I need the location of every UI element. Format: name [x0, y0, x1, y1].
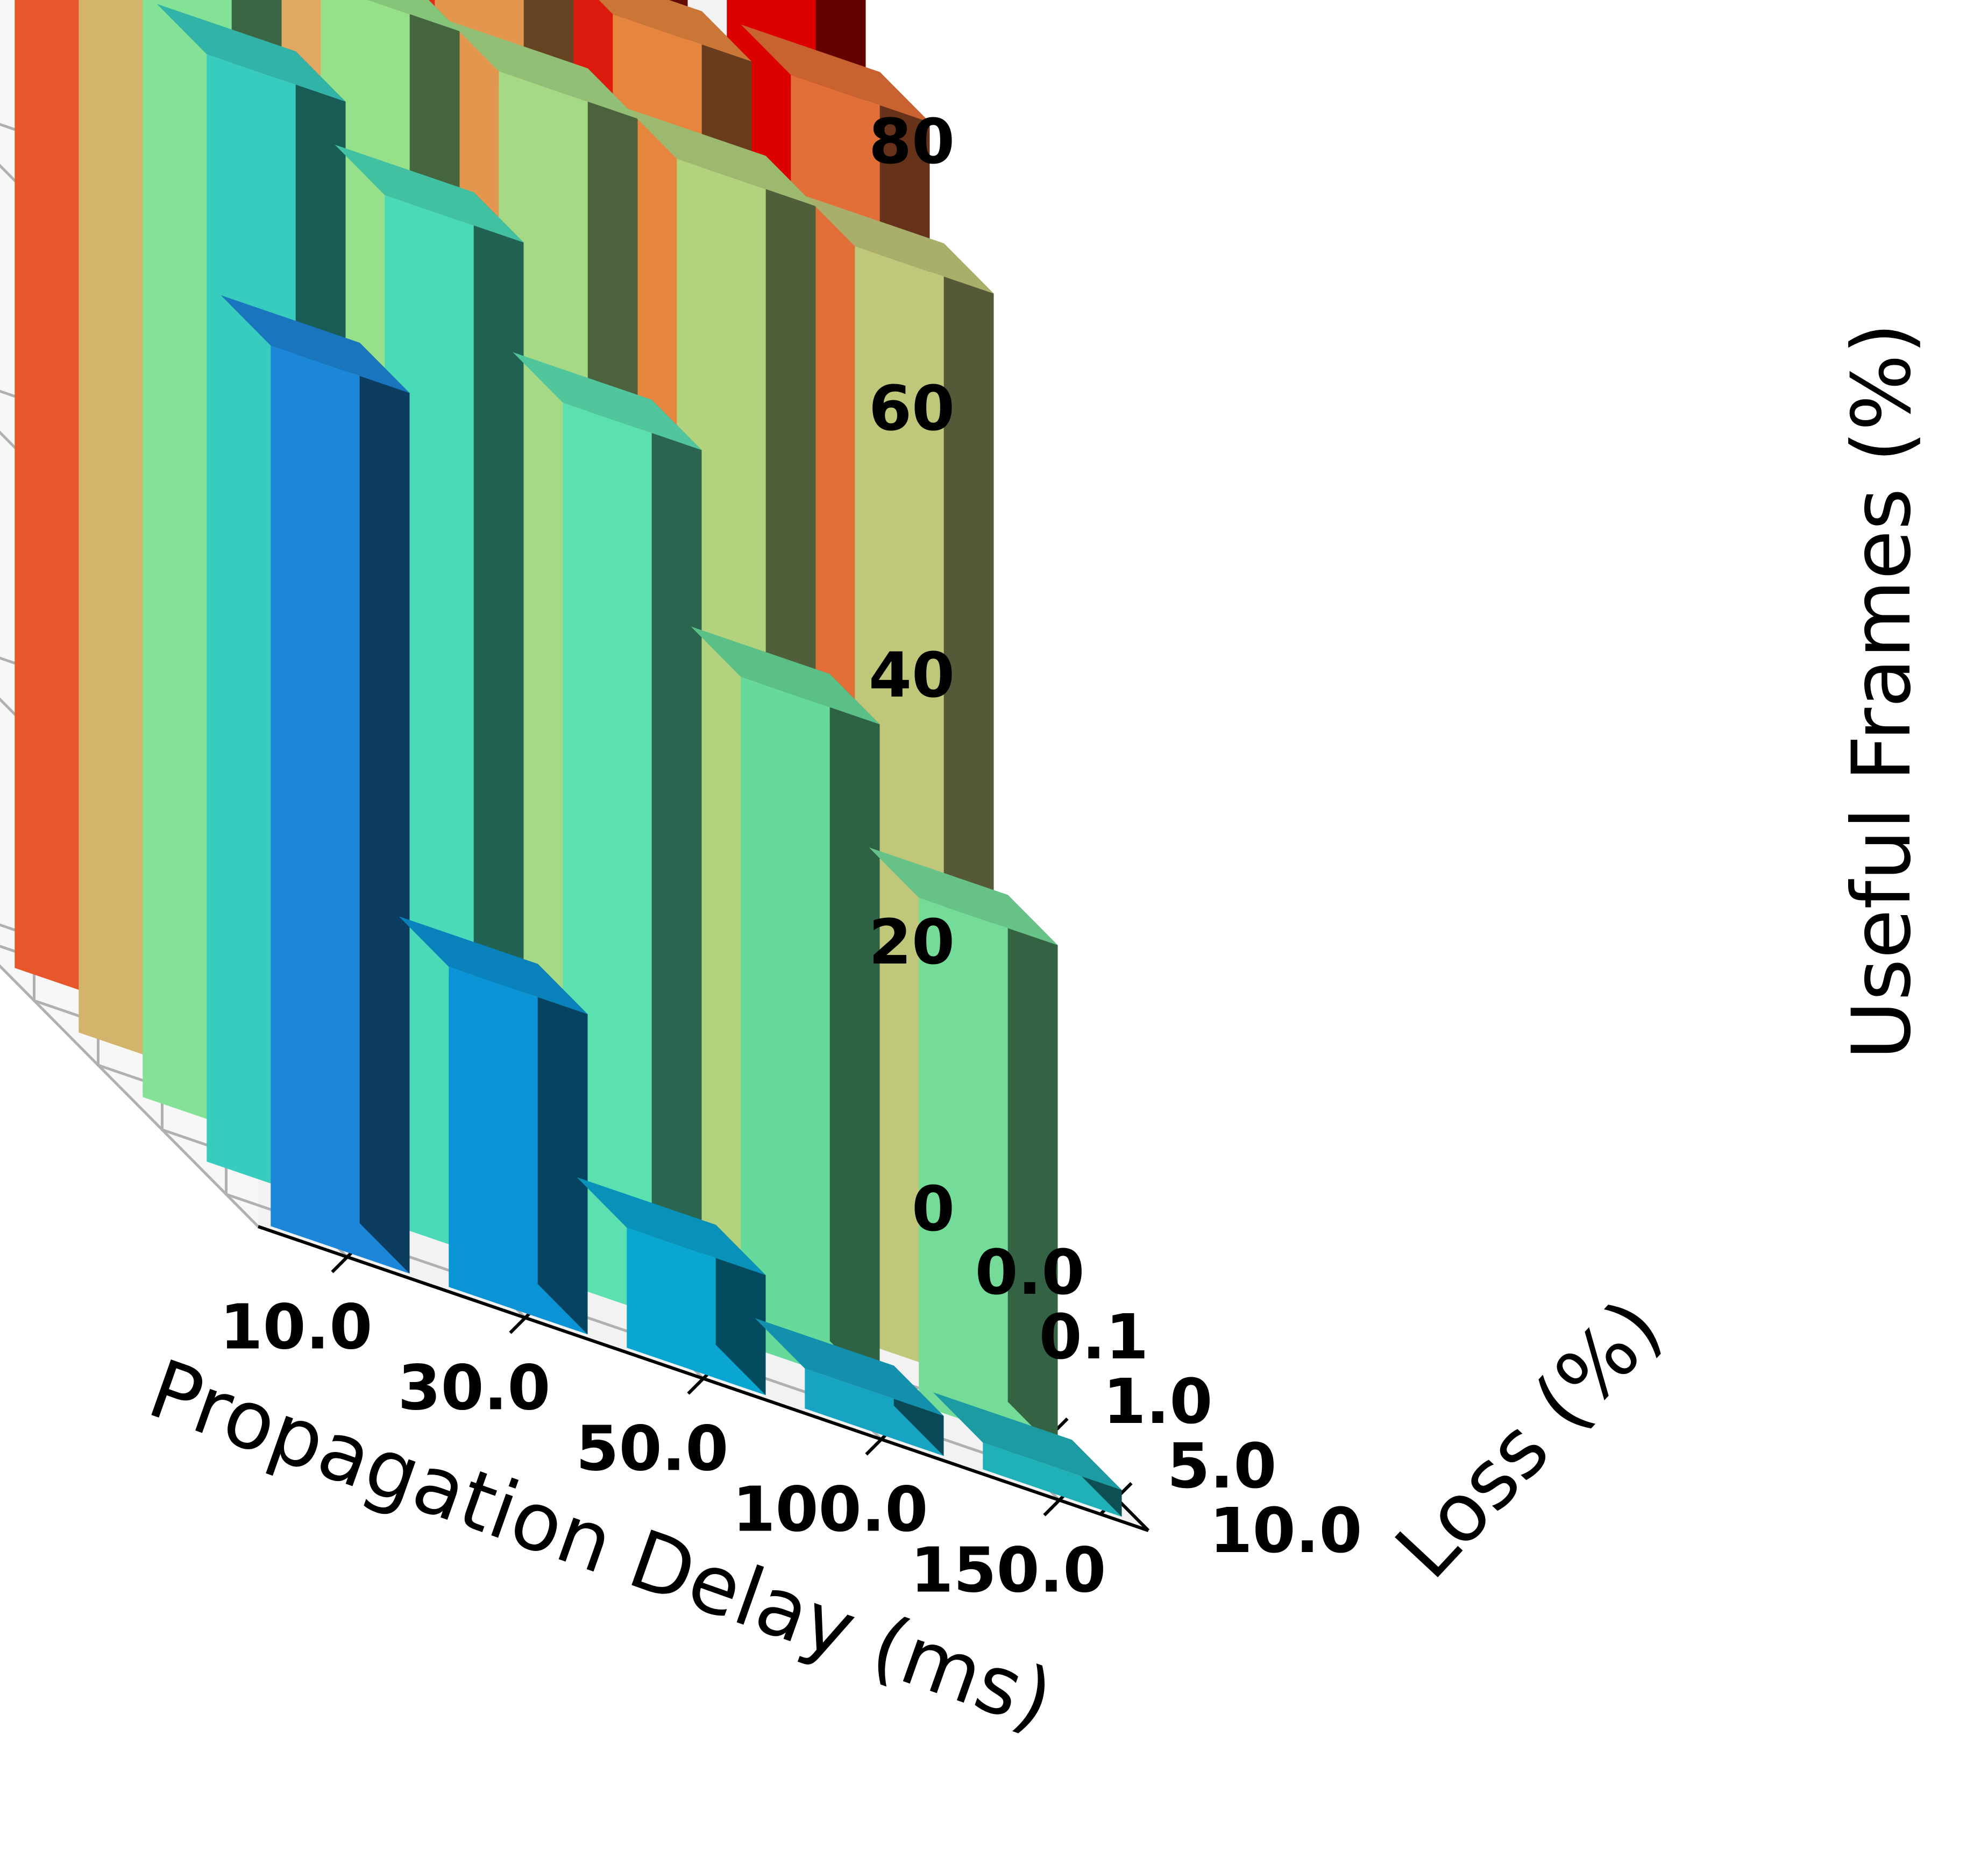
- bar-top-face: [627, 108, 816, 207]
- bar-top-face: [221, 295, 410, 393]
- bar: [933, 1392, 1122, 1517]
- bar: [221, 295, 410, 1274]
- bar-top-face: [741, 24, 930, 123]
- bar-top-face: [399, 916, 588, 1015]
- x-tick-label: 150.0: [911, 1535, 1106, 1607]
- bar-top-face: [513, 352, 702, 450]
- bar: [577, 1177, 766, 1395]
- y-tick-label: 0.0: [975, 1237, 1085, 1309]
- bar-top-face: [577, 1177, 766, 1276]
- bar: [869, 847, 1058, 1453]
- bar-top-face: [691, 626, 880, 725]
- z-axis-title: Useful Frames (%): [1835, 323, 1929, 1060]
- bar: [399, 916, 588, 1335]
- bar-top-face: [449, 20, 638, 119]
- bar-side-face: [359, 343, 410, 1274]
- bar-top-face: [933, 1392, 1122, 1490]
- tick-labels: 10.030.050.0100.0150.00.00.11.05.010.002…: [220, 106, 1362, 1607]
- y-axis-title: Loss (%): [1378, 1282, 1680, 1596]
- y-tick-label: 10.0: [1210, 1495, 1362, 1567]
- z-tick-label: 80: [869, 106, 955, 178]
- z-tick-label: 40: [869, 640, 955, 712]
- bar-front-face: [983, 1442, 1122, 1517]
- z-tick-label: 20: [869, 906, 955, 979]
- bars: [15, 0, 1122, 1517]
- bar-side-face: [537, 964, 588, 1335]
- bar-top-face: [157, 4, 346, 102]
- y-tick-label: 1.0: [1103, 1366, 1213, 1438]
- bar-top-face: [368, 0, 460, 31]
- bar-front-face: [805, 1368, 944, 1456]
- bar-top-face: [869, 847, 1058, 945]
- bar: [513, 352, 702, 1331]
- x-tick-label: 50.0: [576, 1413, 729, 1485]
- z-tick-label: 60: [869, 373, 955, 445]
- bar-top-face: [755, 1318, 944, 1416]
- bar-top-face: [335, 145, 524, 243]
- bar: [755, 1318, 944, 1456]
- x-tick-label: 100.0: [733, 1474, 928, 1546]
- bar-side-face: [651, 400, 702, 1331]
- x-tick-label: 30.0: [398, 1352, 551, 1425]
- x-tick-label: 10.0: [220, 1292, 373, 1364]
- bar-side-face: [1007, 895, 1058, 1453]
- y-tick-label: 5.0: [1167, 1430, 1277, 1503]
- bar: [691, 626, 880, 1392]
- bar-top-face: [805, 196, 994, 294]
- z-tick-label: 0: [912, 1173, 955, 1245]
- y-tick-label: 0.1: [1039, 1301, 1149, 1373]
- bar-side-face: [829, 674, 880, 1392]
- bar-top-face: [599, 0, 752, 62]
